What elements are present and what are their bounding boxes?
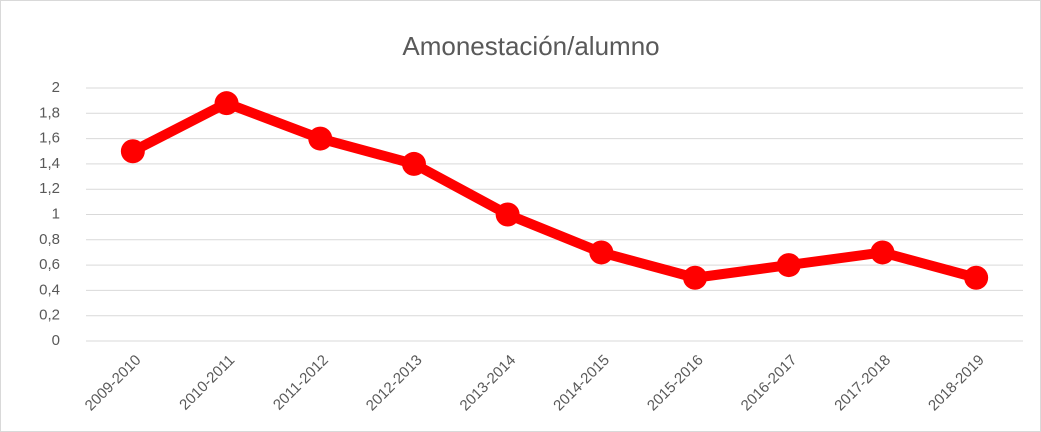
y-tick-label: 1,8 (39, 104, 60, 121)
y-tick-label: 1,2 (39, 180, 60, 197)
marker (870, 240, 895, 265)
marker (120, 139, 145, 164)
y-tick-label: 0 (52, 332, 60, 349)
y-tick-label: 1,6 (39, 130, 60, 147)
marker (495, 202, 520, 227)
y-tick-label: 1 (52, 205, 60, 222)
marker (308, 126, 333, 151)
marker (776, 253, 801, 278)
y-tick-label: 1,4 (39, 155, 60, 172)
y-tick-label: 0,2 (39, 307, 60, 324)
marker (589, 240, 614, 265)
y-tick-label: 2 (52, 79, 60, 96)
marker (401, 151, 426, 176)
y-tick-label: 0,6 (39, 256, 60, 273)
marker (214, 91, 239, 116)
marker (964, 265, 989, 290)
marker (683, 265, 708, 290)
chart-title: Amonestación/alumno (402, 31, 659, 61)
y-tick-label: 0,8 (39, 231, 60, 248)
line (130, 98, 978, 283)
y-tick-label: 0,4 (39, 281, 60, 298)
